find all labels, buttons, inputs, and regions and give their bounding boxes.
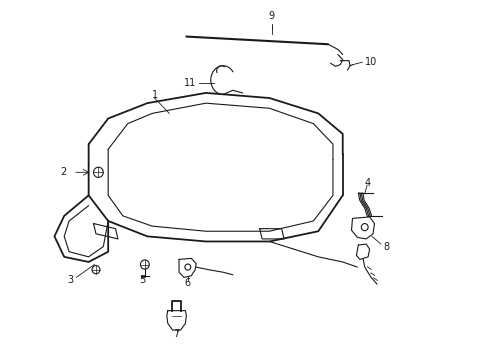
Text: 6: 6 xyxy=(185,279,191,288)
Text: 10: 10 xyxy=(365,57,377,67)
Text: 9: 9 xyxy=(269,11,275,21)
Text: 8: 8 xyxy=(383,242,390,252)
Text: 5: 5 xyxy=(139,275,146,285)
Text: 11: 11 xyxy=(184,78,196,88)
Text: 4: 4 xyxy=(364,177,370,188)
Text: 7: 7 xyxy=(173,329,180,339)
Text: 2: 2 xyxy=(60,167,67,177)
Text: 1: 1 xyxy=(151,90,158,100)
Text: 3: 3 xyxy=(68,275,74,285)
